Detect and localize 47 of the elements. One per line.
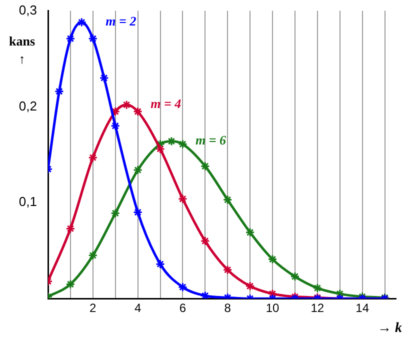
point (99, 73, 109, 83)
point (200, 161, 210, 171)
point (88, 250, 98, 260)
x-tick-label: 8 (224, 301, 232, 316)
point (133, 165, 143, 175)
point (110, 121, 120, 131)
point (66, 34, 76, 44)
point (178, 282, 188, 292)
x-tick-label: 12 (310, 301, 324, 316)
y-tick-label: 0,3 (18, 2, 37, 18)
y-tick-label: 0,1 (18, 194, 37, 210)
point (88, 152, 98, 162)
point (200, 290, 210, 299)
point (54, 86, 64, 96)
point (156, 259, 166, 269)
series-label: m = 2 (106, 14, 137, 29)
x-axis-title: → k (378, 321, 402, 336)
point (166, 136, 176, 146)
point (178, 139, 188, 149)
point (88, 34, 98, 44)
point (133, 106, 143, 116)
x-tick-label: 10 (266, 301, 280, 316)
y-tick-label: 0,2 (18, 98, 37, 114)
point (66, 279, 76, 289)
point (122, 100, 132, 110)
point (66, 224, 76, 234)
y-axis-title: kans ↑ (8, 33, 36, 66)
point (268, 254, 278, 264)
point (110, 208, 120, 218)
point (245, 281, 255, 291)
point (178, 194, 188, 204)
point (133, 208, 143, 218)
point (200, 236, 210, 246)
point (156, 139, 166, 149)
x-tick-label: 4 (134, 301, 142, 316)
point (245, 228, 255, 238)
x-tick-label: 2 (90, 301, 97, 316)
point (222, 265, 232, 275)
x-tick-label: 14 (356, 301, 370, 316)
point (312, 283, 322, 293)
x-tick-label: 6 (179, 301, 186, 316)
point (290, 272, 300, 282)
point (156, 144, 166, 154)
series-label: m = 6 (195, 132, 227, 148)
point (222, 195, 232, 205)
point (76, 18, 86, 28)
series-label: m = 4 (150, 96, 182, 112)
